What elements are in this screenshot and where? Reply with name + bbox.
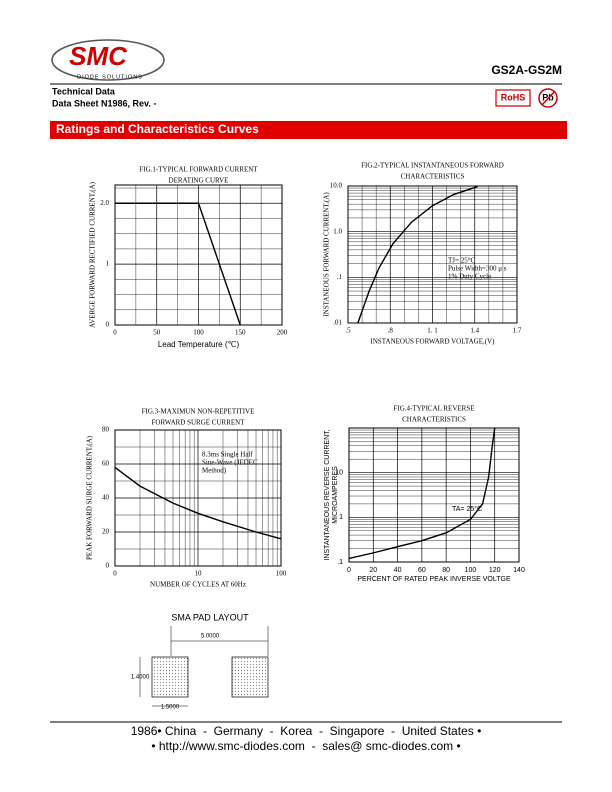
x-tick-label: 0 — [113, 570, 117, 578]
annotation: TA= 25°C — [452, 505, 482, 513]
plot-frame — [347, 185, 518, 324]
y-axis-label: AVERGE FORWARD RECTIFIED CURRENT,(A) — [89, 181, 97, 328]
chart-title: FORWARD SURGE CURRENT — [152, 419, 246, 427]
footer-line: • http://www.smc-diodes.com - sales@ smc… — [151, 739, 460, 753]
pad-dim: 1.5000 — [161, 705, 180, 711]
chart-title: CHARACTERISTICS — [402, 416, 466, 424]
rohs: RoHS — [501, 92, 526, 102]
x-tick-label: 100 — [193, 329, 204, 337]
x-tick-label: 0 — [113, 329, 117, 337]
chart-title: CHARACTERISTICS — [401, 173, 465, 181]
chart-title: FIG.1-TYPICAL FORWARD CURRENT — [139, 166, 258, 174]
x-tick-label: 100 — [465, 567, 477, 574]
y-axis-label: INSTANTANEOUS REVERSE CURRENT, — [324, 429, 331, 560]
x-tick-label: 80 — [442, 567, 450, 574]
chart-title: FIG.4-TYPICAL REVERSE — [393, 405, 474, 413]
x-tick-label: 40 — [394, 567, 402, 574]
doc-number: Data Sheet N1986, Rev. - — [52, 98, 156, 108]
y-tick-label: 1 — [106, 260, 110, 268]
y-tick-label: .1 — [337, 559, 343, 566]
x-tick-label: 20 — [369, 567, 377, 574]
y-tick-label: 1.0 — [333, 227, 342, 235]
y-tick-label: 20 — [102, 528, 110, 536]
x-tick-label: 200 — [277, 329, 288, 337]
pb-slash — [541, 90, 556, 106]
plot-frame — [348, 427, 520, 563]
y-tick-label: .1 — [337, 273, 343, 281]
x-tick-label: 1.7 — [513, 327, 522, 335]
data-line — [348, 427, 496, 560]
plot-frame — [114, 184, 283, 326]
annotation: 1% Duty Cycle — [448, 273, 491, 281]
logo-tagline: DIODE SOLUTIONS — [77, 74, 143, 80]
pad — [231, 656, 269, 698]
x-tick-label: 100 — [276, 570, 287, 578]
annotation: Pulse Width=300 μ s — [448, 265, 507, 273]
y-tick-label: 10 — [335, 470, 343, 477]
x-tick-label: 150 — [235, 329, 246, 337]
x-axis-label: Lead Temperature (℃) — [158, 340, 240, 349]
y-tick-label: 2.0 — [100, 199, 109, 207]
y-axis-label: MICROAMPERES — [332, 466, 339, 524]
doc-type: Technical Data — [52, 86, 116, 96]
data-line — [115, 202, 241, 326]
x-tick-label: 60 — [418, 567, 426, 574]
chart-title: FIG.2-TYPICAL INSTANTANEOUS FORWARD — [361, 162, 504, 170]
x-tick-label: .5 — [345, 327, 351, 335]
y-tick-label: 60 — [102, 460, 110, 468]
plot-frame — [114, 429, 282, 567]
y-tick-label: 1 — [339, 514, 343, 521]
y-tick-label: 40 — [102, 494, 110, 502]
x-axis-label: NUMBER OF CYCLES AT 60Hz — [150, 581, 246, 589]
x-axis-label: PERCENT OF RATED PEAK INVERSE VOLTGE — [357, 576, 511, 583]
y-tick-label: 10.0 — [330, 182, 343, 190]
chart-title: DERATING CURVE — [169, 177, 229, 185]
section-bar — [50, 121, 567, 139]
x-tick-label: 1. 1 — [427, 327, 438, 335]
x-axis-label: INSTANEOUS FORWARD VOLTAGE,(V) — [371, 338, 496, 346]
x-tick-label: 140 — [513, 567, 525, 574]
y-tick-label: 80 — [102, 426, 110, 434]
annotation: 8.3ms Single Half — [202, 451, 253, 459]
x-tick-label: 0 — [347, 567, 351, 574]
pad-title: SMA PAD LAYOUT — [171, 612, 249, 622]
rohs-badge — [495, 89, 531, 107]
x-tick-label: .8 — [388, 327, 394, 335]
height-dim: 1.4000 — [131, 675, 150, 681]
section-title: Ratings and Characteristics Curves — [56, 122, 259, 136]
part-number: GS2A-GS2M — [491, 63, 562, 77]
y-axis-label: INSTANEOUS FORWARD CURRENT,(A) — [323, 192, 331, 317]
pad — [151, 656, 189, 698]
data-line — [357, 185, 478, 324]
footer-line: 1986• China - Germany - Korea - Singapor… — [131, 724, 482, 738]
annotation: Sine-Wave (JEDEC — [202, 459, 258, 467]
data-line — [114, 466, 282, 540]
y-axis-label: PEAK FORWARD SURGE CURRENT,(A) — [86, 435, 94, 560]
x-tick-label: 1.4 — [470, 327, 479, 335]
y-tick-label: 0 — [106, 562, 110, 570]
x-tick-label: 120 — [489, 567, 501, 574]
width-dim: 5.0000 — [201, 634, 220, 640]
x-tick-label: 10 — [195, 570, 203, 578]
annotation: Method) — [202, 467, 227, 475]
x-tick-label: 50 — [153, 329, 161, 337]
y-tick-label: .01 — [333, 319, 342, 327]
annotation: TJ= 25°C — [448, 257, 475, 265]
chart-title: FIG.3-MAXIMUN NON-REPETITIVE — [142, 408, 255, 416]
logo-ring — [51, 39, 165, 81]
y-tick-label: 0 — [106, 321, 110, 329]
logo: SMC — [69, 41, 128, 71]
